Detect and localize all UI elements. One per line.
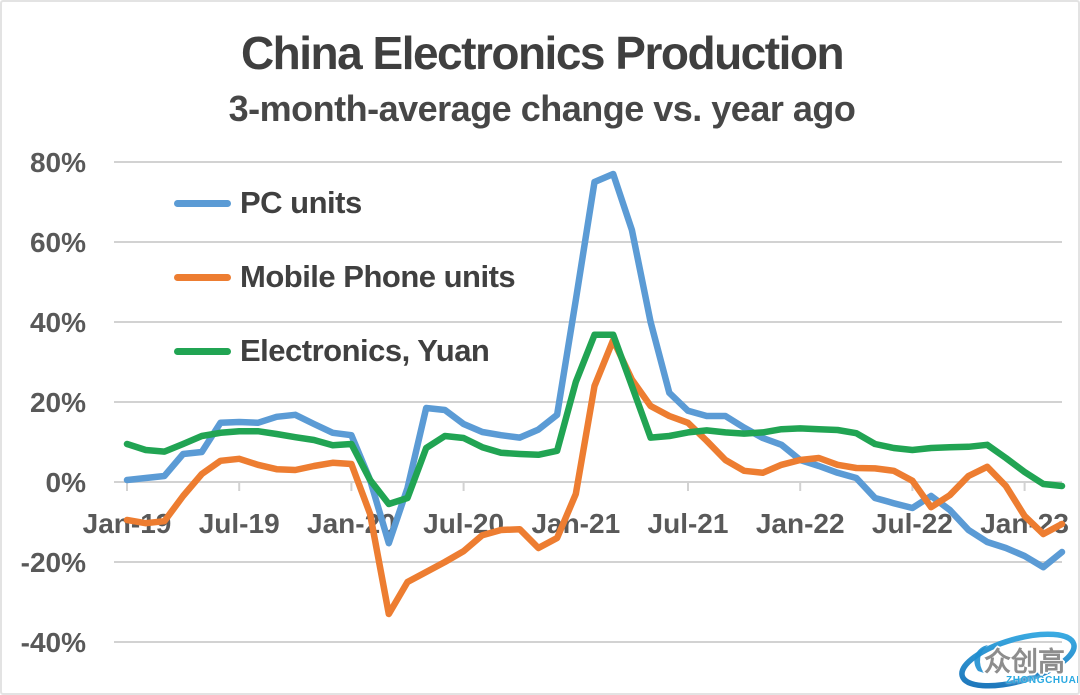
series-line-pc-units — [123, 170, 1066, 571]
watermark-logo: 众创高 ZHONGCHUANGGAO — [948, 608, 1078, 693]
x-axis-label-Jan-21: Jan-21 — [531, 508, 620, 539]
y-axis-label-60%: 60% — [30, 227, 86, 258]
legend-label: PC units — [240, 185, 362, 220]
x-axis-label-Jul-22: Jul-22 — [872, 508, 953, 539]
legend-line-swatch-mobile-phone-units — [174, 273, 231, 281]
chart-subtitle: 3-month-average change vs. year ago — [228, 88, 856, 129]
legend-label: Electronics, Yuan — [240, 333, 490, 368]
y-axis-label--40%: -40% — [21, 627, 86, 658]
y-axis-label-40%: 40% — [30, 307, 86, 338]
y-axis-label-20%: 20% — [30, 387, 86, 418]
legend-item-mobile-phone-units: Mobile Phone units — [174, 256, 516, 298]
chart-legend: PC units Mobile Phone units Electronics,… — [174, 182, 516, 404]
y-axis-label-80%: 80% — [30, 147, 86, 178]
x-axis-label-Jan-22: Jan-22 — [756, 508, 845, 539]
x-axis-label-Jul-21: Jul-21 — [648, 508, 729, 539]
y-axis-label-0%: 0% — [46, 467, 87, 498]
legend-line-swatch-pc-units — [174, 199, 231, 207]
orbit-swoosh-icon — [959, 631, 1077, 689]
series-line-mobile-phone-units — [123, 336, 1066, 618]
watermark-latin-text: ZHONGCHUANGGAO — [1006, 675, 1078, 686]
legend-label: Mobile Phone units — [240, 259, 516, 294]
y-axis-label--20%: -20% — [21, 547, 86, 578]
chart-title: China Electronics Production — [240, 27, 845, 79]
legend-item-pc-units: PC units — [174, 182, 515, 224]
x-axis-label-Jul-19: Jul-19 — [199, 508, 280, 539]
series-line-electronics-yuan — [123, 331, 1066, 508]
legend-line-swatch-electronics-yuan — [174, 347, 231, 355]
watermark-cjk-text: 众创高 — [984, 647, 1065, 677]
legend-item-electronics-yuan: Electronics, Yuan — [174, 330, 515, 372]
